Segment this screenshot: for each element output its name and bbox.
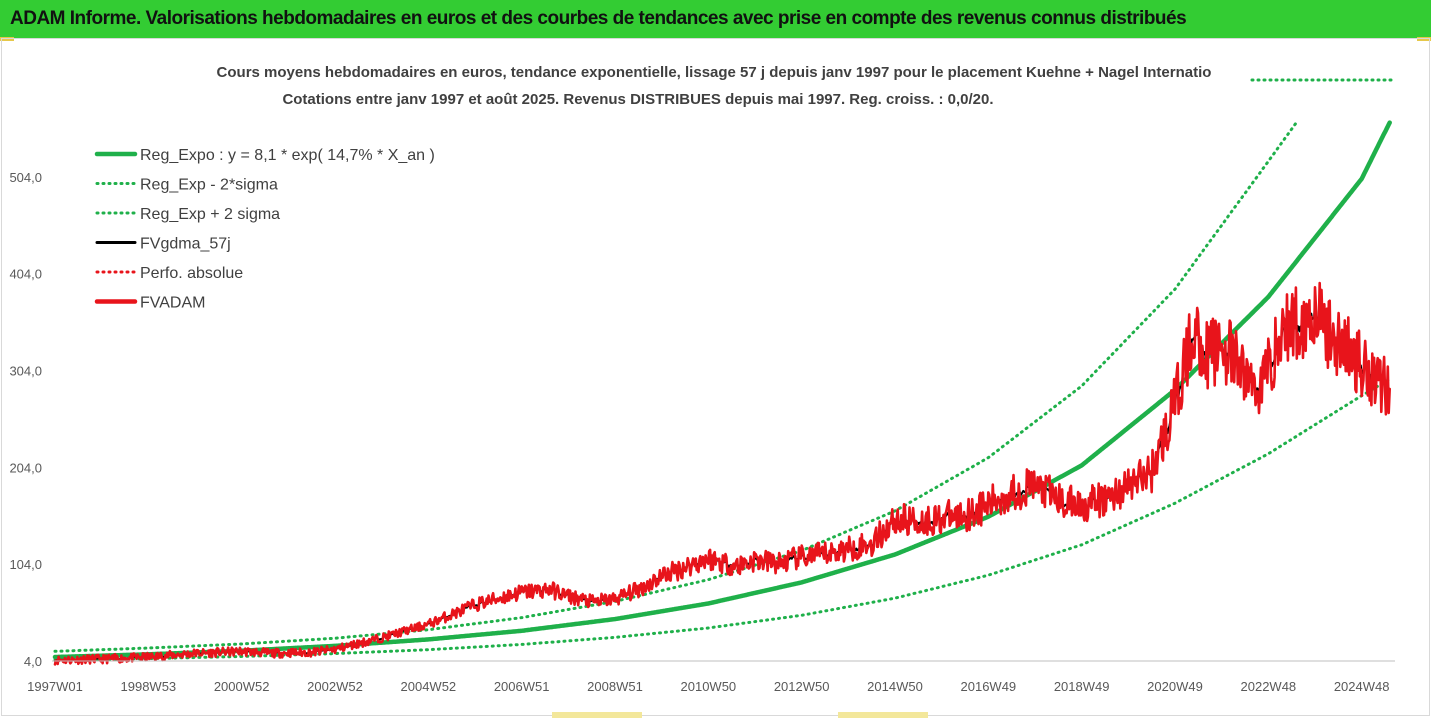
- x-tick-label: 2024W48: [1334, 679, 1390, 694]
- x-tick-label: 2002W52: [307, 679, 363, 694]
- chart-frame: [1, 38, 1430, 716]
- x-tick-label: 2006W51: [494, 679, 550, 694]
- y-tick-label: 4,0: [24, 654, 42, 669]
- x-tick-label: 2008W51: [587, 679, 643, 694]
- x-tick-label: 2004W52: [401, 679, 457, 694]
- banner-title: ADAM Informe. Valorisations hebdomadaire…: [10, 8, 1187, 29]
- chart-title: Cours moyens hebdomadaires en euros, ten…: [217, 64, 1212, 81]
- legend-label: Reg_Expo : y = 8,1 * exp( 14,7% * X_an ): [140, 147, 435, 164]
- bottom-marker-right: [838, 712, 928, 718]
- x-tick-label: 2022W48: [1241, 679, 1297, 694]
- x-axis: 1997W01 1998W53 2000W52 2002W52 2004W52 2006W…: [27, 679, 1389, 694]
- x-tick-label: 1997W01: [27, 679, 83, 694]
- series-line-2: [53, 121, 1298, 653]
- y-tick-label: 404,0: [9, 267, 42, 282]
- y-axis: 4,0 104,0 204,0 304,0 404,0 504,0: [9, 170, 42, 669]
- x-tick-label: 2000W52: [214, 679, 270, 694]
- bottom-marker-left: [552, 712, 642, 718]
- legend-label: FVADAM: [140, 295, 205, 312]
- x-tick-label: 2010W50: [681, 679, 737, 694]
- corner-marker-left: [0, 37, 14, 41]
- legend-label: Perfo. absolue: [140, 265, 243, 282]
- x-tick-label: 2016W49: [961, 679, 1017, 694]
- series-line-4: [53, 281, 1391, 666]
- plot-area: [52, 78, 1394, 666]
- y-tick-label: 304,0: [9, 364, 42, 379]
- x-tick-label: 1998W53: [121, 679, 177, 694]
- y-tick-label: 204,0: [9, 460, 42, 475]
- series-line-0: [52, 120, 1392, 660]
- series-line-1: [53, 377, 1392, 662]
- legend-label: FVgdma_57j: [140, 236, 231, 253]
- legend: Reg_Expo : y = 8,1 * exp( 14,7% * X_an )…: [94, 147, 435, 312]
- chart-subtitle: Cotations entre janv 1997 et août 2025. …: [282, 91, 993, 108]
- legend-label: Reg_Exp - 2*sigma: [140, 177, 278, 194]
- legend-label: Reg_Exp + 2 sigma: [140, 206, 280, 223]
- x-tick-label: 2014W50: [867, 679, 923, 694]
- y-tick-label: 104,0: [9, 557, 42, 572]
- y-tick-label: 504,0: [9, 170, 42, 185]
- x-tick-label: 2012W50: [774, 679, 830, 694]
- x-tick-label: 2018W49: [1054, 679, 1110, 694]
- x-tick-label: 2020W49: [1147, 679, 1203, 694]
- title-banner: ADAM Informe. Valorisations hebdomadaire…: [0, 0, 1431, 38]
- corner-marker-right: [1417, 37, 1431, 41]
